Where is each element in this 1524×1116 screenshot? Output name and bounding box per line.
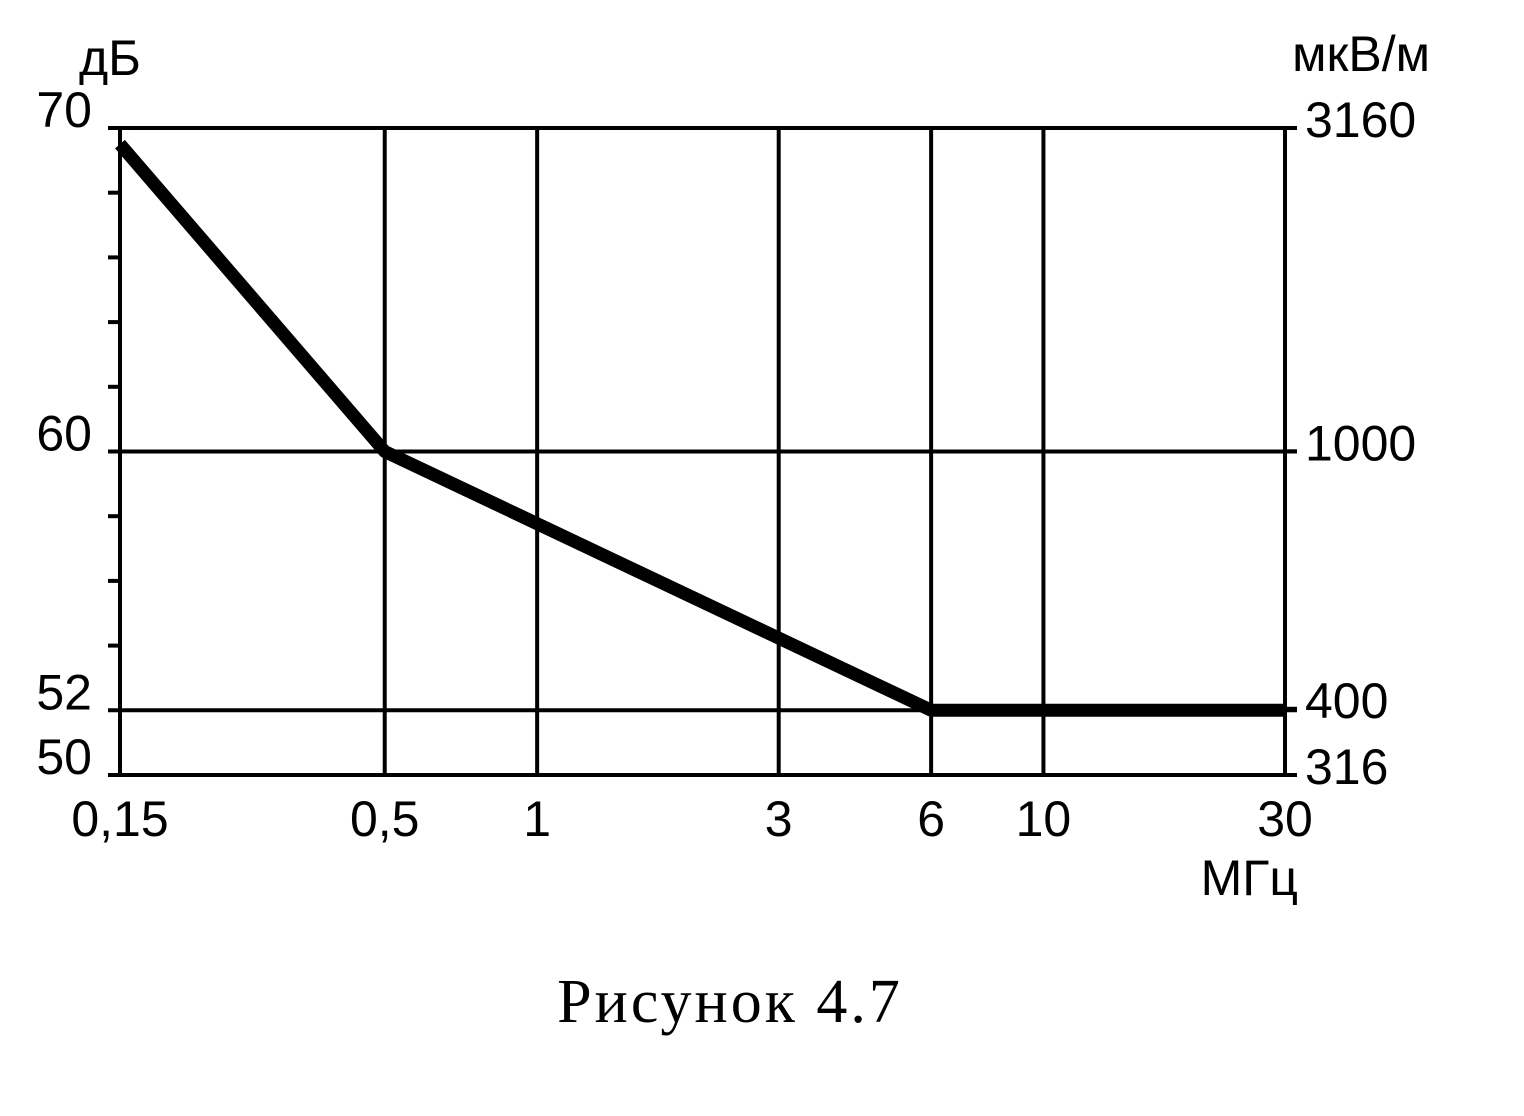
x-tick-label: 6 — [917, 791, 945, 847]
caption: Рисунок 4.7 — [557, 968, 903, 1036]
y-axis-label: дБ — [79, 30, 141, 86]
y2-tick-label: 3160 — [1305, 92, 1416, 148]
y2-tick-label: 1000 — [1305, 416, 1416, 472]
data-line — [115, 139, 1285, 717]
y-tick-label: 52 — [36, 665, 92, 721]
x-tick-label: 10 — [1016, 791, 1072, 847]
x-tick-label: 1 — [523, 791, 551, 847]
y-tick-label: 70 — [36, 82, 92, 138]
y2-tick-label: 400 — [1305, 673, 1388, 729]
y-tick-label: 50 — [36, 729, 92, 785]
x-tick-label: 3 — [765, 791, 793, 847]
y2-tick-label: 316 — [1305, 739, 1388, 795]
x-tick-label: 0,5 — [350, 791, 420, 847]
plot-frame — [118, 126, 1287, 777]
x-tick-label: 30 — [1257, 791, 1313, 847]
x-tick-label: 0,15 — [71, 791, 168, 847]
y-tick-label: 60 — [36, 406, 92, 462]
y2-axis-label: мкВ/м — [1292, 26, 1430, 82]
x-axis-label: МГц — [1201, 850, 1298, 906]
